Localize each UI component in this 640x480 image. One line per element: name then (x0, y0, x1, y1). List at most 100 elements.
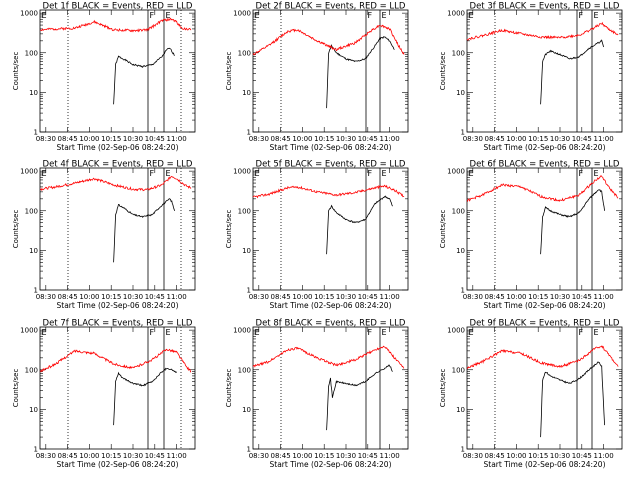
detector-panel-8: Det 8f BLACK = Events, RED = LLD11010010… (225, 319, 408, 470)
x-tick-label: 10:00 (506, 452, 526, 460)
plot-frame (40, 327, 195, 449)
x-tick-label: 11:00 (380, 135, 400, 143)
detector-rates-figure: Det 1f BLACK = Events, RED = LLD11010010… (0, 0, 640, 480)
y-tick-label: 100 (238, 366, 251, 374)
flag-label: F (368, 11, 373, 20)
x-tick-label: 08:45 (271, 293, 291, 301)
x-tick-label: 10:15 (101, 135, 121, 143)
lld-series-line (40, 176, 191, 190)
y-tick-label: 1000 (233, 10, 251, 18)
flag-label: F (368, 328, 373, 337)
y-axis-label: Counts/sec (439, 210, 447, 249)
x-axis-label: Start Time (02-Sep-06 08:24:20) (270, 301, 392, 310)
x-tick-label: 10:30 (123, 452, 143, 460)
y-tick-label: 1000 (20, 327, 38, 335)
flag-label: E (594, 328, 599, 337)
plot-frame (467, 327, 622, 449)
lld-series-line (467, 346, 618, 368)
x-tick-label: 10:45 (145, 452, 165, 460)
x-tick-label: 08:45 (485, 293, 505, 301)
y-tick-label: 100 (238, 207, 251, 215)
x-tick-label: 10:45 (358, 293, 378, 301)
x-tick-label: 10:15 (528, 293, 548, 301)
plot-frame (467, 168, 622, 290)
detector-panel-5: Det 5f BLACK = Events, RED = LLD 1 10 100 10… (225, 160, 408, 311)
corner-flag-label: E (469, 169, 474, 178)
x-tick-label: 11:00 (167, 135, 187, 143)
x-tick-label: 11:00 (594, 452, 614, 460)
x-tick-label: 10:30 (550, 452, 570, 460)
x-axis-label: Start Time (02-Sep-06 08:24:20) (57, 143, 179, 152)
flag-label: F (150, 169, 155, 178)
x-tick-label: 10:15 (528, 135, 548, 143)
y-axis-label: Counts/sec (12, 52, 20, 91)
events-series-line (541, 362, 605, 437)
x-tick-label: 08:30 (463, 452, 483, 460)
corner-flag-label: E (42, 169, 47, 178)
y-tick-label: 100 (452, 366, 465, 374)
x-tick-label: 08:30 (36, 293, 56, 301)
x-tick-label: 10:00 (292, 135, 312, 143)
y-tick-label: 1000 (447, 168, 465, 176)
x-tick-label: 10:00 (79, 135, 99, 143)
corner-flag-label: E (42, 11, 47, 20)
plot-frame (253, 168, 408, 290)
x-tick-label: 10:00 (79, 452, 99, 460)
y-tick-label: 10 (29, 247, 38, 255)
y-tick-label: 10 (242, 89, 251, 97)
x-tick-label: 11:00 (380, 293, 400, 301)
x-tick-label: 11:00 (380, 452, 400, 460)
detector-panel-4: Det 4f BLACK = Events, RED = LLD 1 10 100 10… (12, 160, 195, 311)
events-series-line (541, 190, 605, 254)
corner-flag-label: E (469, 328, 474, 337)
x-tick-label: 08:45 (271, 135, 291, 143)
x-tick-label: 08:30 (249, 135, 269, 143)
plot-frame (253, 10, 408, 132)
x-tick-label: 08:45 (58, 452, 78, 460)
x-tick-label: 10:45 (572, 452, 592, 460)
corner-flag-label: E (42, 328, 47, 337)
x-tick-label: 10:15 (314, 452, 334, 460)
corner-flag-label: E (255, 11, 260, 20)
y-axis-label: Counts/sec (439, 369, 447, 408)
x-tick-label: 10:45 (358, 452, 378, 460)
y-tick-label: 100 (238, 49, 251, 57)
x-tick-label: 10:00 (506, 293, 526, 301)
x-tick-label: 10:15 (314, 135, 334, 143)
events-series-line (327, 196, 393, 254)
lld-series-line (253, 346, 404, 368)
events-series-line (541, 40, 604, 104)
corner-flag-label: E (469, 11, 474, 20)
x-tick-label: 10:45 (145, 293, 165, 301)
x-tick-label: 08:30 (249, 452, 269, 460)
y-tick-label: 10 (29, 89, 38, 97)
x-axis-label: Start Time (02-Sep-06 08:24:20) (57, 460, 179, 469)
x-tick-label: 08:30 (463, 293, 483, 301)
y-tick-label: 10 (456, 406, 465, 414)
x-axis-label: Start Time (02-Sep-06 08:24:20) (270, 143, 392, 152)
y-tick-label: 10 (29, 406, 38, 414)
lld-series-line (467, 176, 618, 202)
y-tick-label: 100 (452, 49, 465, 57)
x-tick-label: 10:30 (336, 293, 356, 301)
x-tick-label: 10:00 (506, 135, 526, 143)
x-tick-label: 10:30 (123, 293, 143, 301)
y-tick-label: 100 (25, 207, 38, 215)
x-tick-label: 10:30 (123, 135, 143, 143)
corner-flag-label: E (255, 328, 260, 337)
lld-series-line (467, 23, 618, 40)
y-tick-label: 1000 (20, 10, 38, 18)
plot-frame (253, 327, 408, 449)
y-axis-label: Counts/sec (12, 210, 20, 249)
y-tick-label: 10 (456, 247, 465, 255)
x-tick-label: 10:45 (145, 135, 165, 143)
y-tick-label: 100 (25, 366, 38, 374)
x-tick-label: 08:45 (485, 452, 505, 460)
x-tick-label: 11:00 (594, 293, 614, 301)
x-axis-label: Start Time (02-Sep-06 08:24:20) (484, 460, 606, 469)
flag-label: E (382, 169, 387, 178)
flag-label: E (594, 11, 599, 20)
flag-label: F (150, 328, 155, 337)
detector-panel-3: Det 3f BLACK = Events, RED = LLD11010010… (439, 2, 622, 153)
x-tick-label: 11:00 (594, 135, 614, 143)
